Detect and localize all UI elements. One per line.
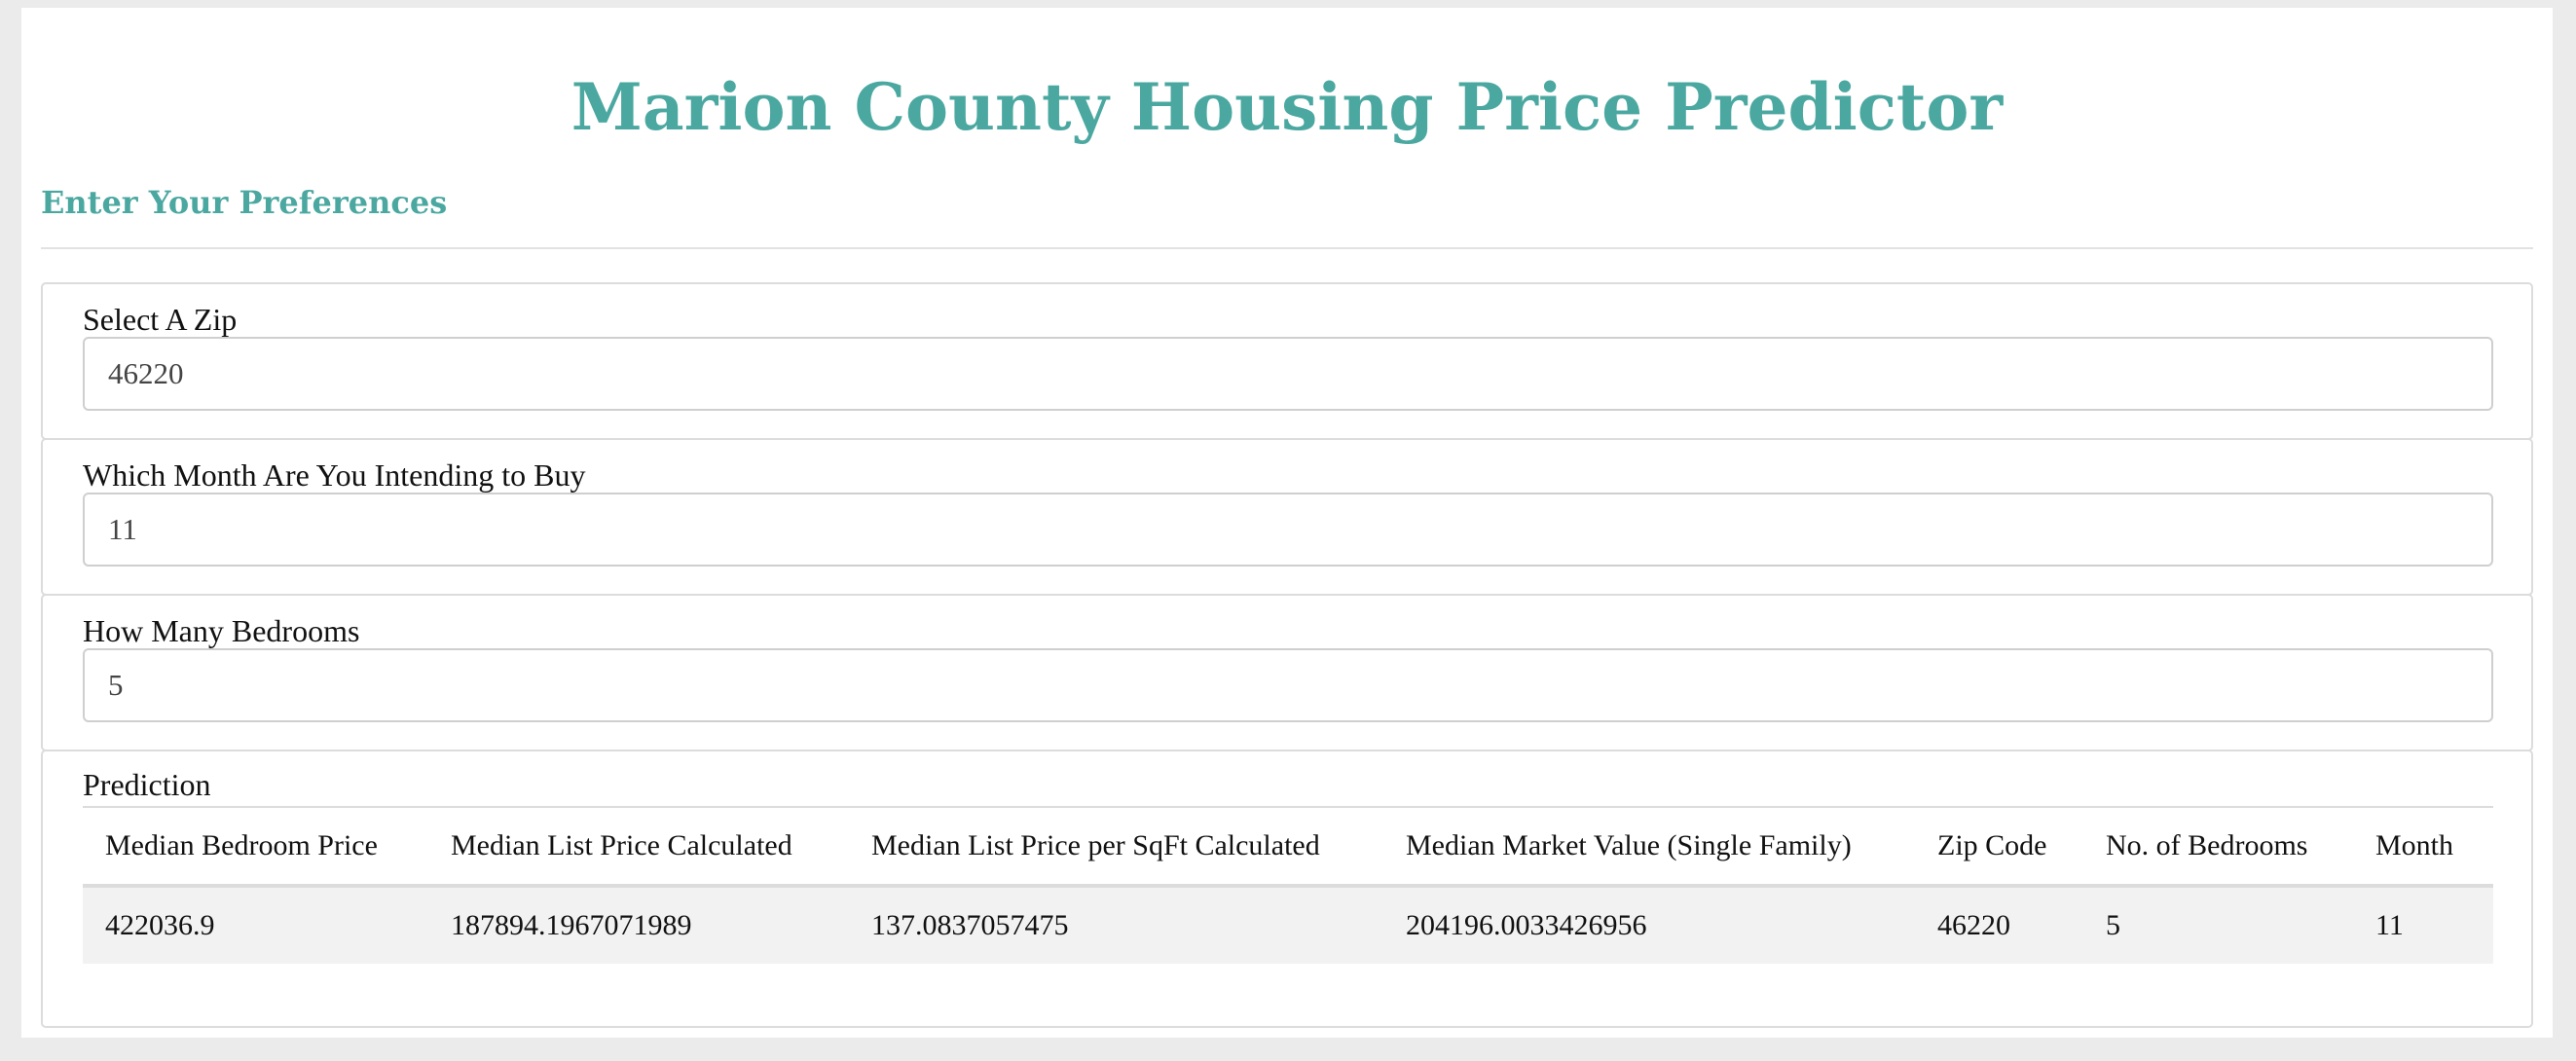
table-header-row: Median Bedroom Price Median List Price C… [83,806,2493,888]
column-header-zip-code: Zip Code [1915,806,2083,888]
prediction-panel: Prediction Median Bedroom Price Median L… [41,750,2533,1028]
page-container: Marion County Housing Price Predictor En… [21,8,2553,1038]
page-title: Marion County Housing Price Predictor [570,69,2004,145]
cell-median-list-price: 187894.1967071989 [428,886,849,964]
cell-median-list-price-per-sqft: 137.0837057475 [849,886,1383,964]
cell-median-market-value: 204196.0033426956 [1383,886,1915,964]
bedrooms-input[interactable] [83,648,2493,722]
bedrooms-panel: How Many Bedrooms [41,594,2533,751]
column-header-median-list-price-per-sqft: Median List Price per SqFt Calculated [849,806,1383,888]
cell-zip-code: 46220 [1915,886,2083,964]
column-header-median-list-price: Median List Price Calculated [428,806,849,888]
bedrooms-label: How Many Bedrooms [83,613,360,648]
column-header-month: Month [2353,806,2493,888]
cell-median-bedroom-price: 422036.9 [83,886,428,964]
column-header-median-market-value: Median Market Value (Single Family) [1383,806,1915,888]
prediction-label: Prediction [83,767,211,802]
column-header-bedrooms: No. of Bedrooms [2083,806,2353,888]
section-divider [41,247,2533,249]
zip-input[interactable] [83,337,2493,411]
section-subtitle: Enter Your Preferences [41,184,448,221]
month-input[interactable] [83,493,2493,567]
cell-bedrooms: 5 [2083,886,2353,964]
month-panel: Which Month Are You Intending to Buy [41,438,2533,596]
cell-month: 11 [2353,886,2493,964]
month-label: Which Month Are You Intending to Buy [83,457,586,493]
table-row: 422036.9 187894.1967071989 137.083705747… [83,886,2493,964]
zip-panel: Select A Zip [41,282,2533,440]
zip-label: Select A Zip [83,302,238,337]
prediction-table: Median Bedroom Price Median List Price C… [83,806,2493,964]
column-header-median-bedroom-price: Median Bedroom Price [83,806,428,888]
